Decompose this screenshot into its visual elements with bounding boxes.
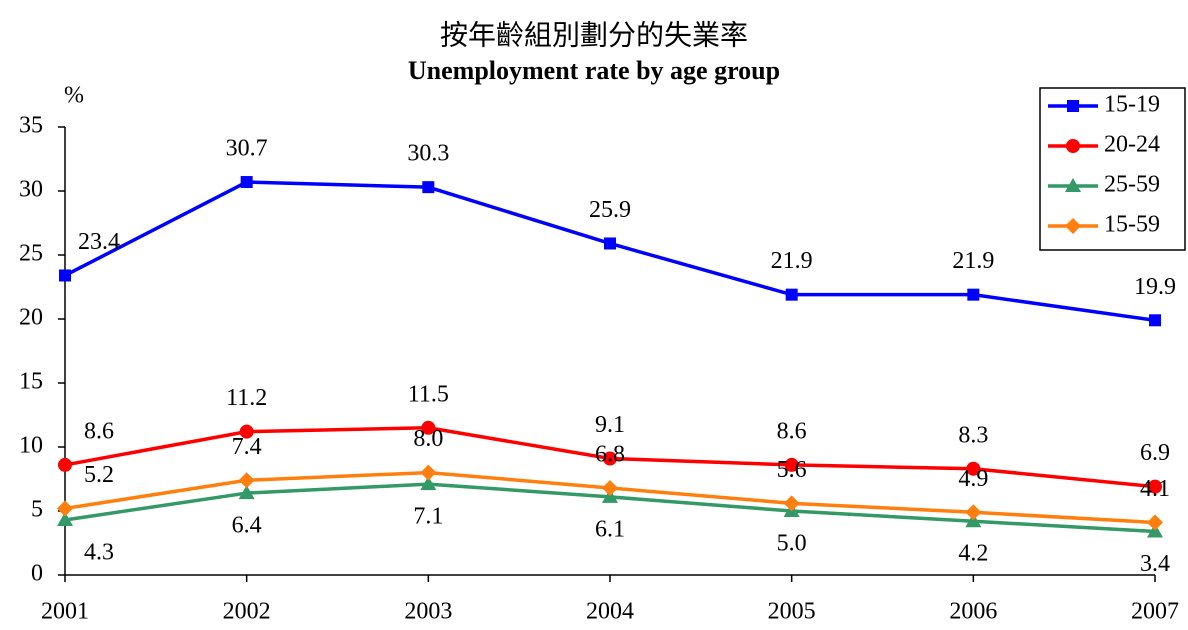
marker: [59, 269, 71, 282]
marker: [1066, 139, 1080, 153]
data-label: 5.2: [84, 462, 114, 488]
x-tick-label: 2006: [949, 599, 997, 625]
data-label: 4.3: [84, 539, 114, 565]
y-tick-label: 25: [19, 241, 43, 267]
x-tick-label: 2004: [586, 599, 634, 625]
marker: [966, 461, 981, 476]
chart-title: 按年齡組別劃分的失業率: [440, 19, 748, 51]
marker: [420, 464, 437, 481]
marker: [1065, 218, 1081, 234]
marker: [238, 472, 255, 489]
data-label: 23.4: [78, 229, 120, 255]
marker: [967, 288, 980, 301]
marker: [1148, 479, 1162, 494]
data-label: 19.9: [1134, 274, 1176, 300]
data-label: 6.9: [1140, 440, 1170, 466]
marker: [965, 504, 982, 521]
legend-label: 15-19: [1104, 92, 1160, 118]
data-label: 8.0: [413, 426, 443, 452]
data-label: 5.0: [777, 531, 807, 557]
marker: [783, 495, 800, 512]
data-label: 25.9: [589, 197, 631, 223]
data-label: 6.1: [595, 516, 625, 542]
x-tick-label: 2005: [768, 599, 816, 625]
marker: [57, 500, 73, 517]
x-tick-label: 2002: [223, 599, 271, 625]
marker: [57, 511, 73, 526]
y-tick-label: 35: [19, 113, 43, 139]
data-label: 8.3: [958, 422, 988, 448]
marker: [420, 476, 437, 491]
y-tick-label: 5: [31, 497, 43, 523]
marker: [785, 288, 798, 301]
y-tick-label: 30: [19, 177, 43, 203]
data-label: 30.7: [226, 136, 268, 162]
data-label: 3.4: [1140, 551, 1170, 577]
marker: [240, 176, 253, 189]
marker: [1067, 100, 1079, 112]
marker: [1149, 314, 1161, 327]
marker: [1065, 178, 1081, 192]
y-tick-label: 0: [31, 561, 43, 587]
data-label: 9.1: [595, 412, 625, 438]
legend-box: [1039, 87, 1186, 251]
marker: [422, 181, 435, 194]
marker: [58, 457, 72, 472]
chart-subtitle: Unemployment rate by age group: [408, 56, 780, 85]
data-label: 30.3: [407, 141, 449, 167]
marker: [1147, 514, 1163, 531]
marker: [602, 479, 618, 496]
data-label: 4.9: [958, 466, 988, 492]
x-tick-label: 2003: [404, 599, 452, 625]
marker: [784, 457, 799, 472]
data-label: 7.1: [413, 504, 443, 530]
y-tick-label: 10: [19, 433, 43, 459]
marker: [239, 424, 254, 439]
data-label: 4.1: [1140, 476, 1170, 502]
data-label: 11.5: [408, 381, 449, 407]
y-tick-label: 20: [19, 305, 43, 331]
data-label: 7.4: [232, 434, 262, 460]
data-label: 8.6: [84, 418, 114, 444]
y-tick-label: 15: [19, 369, 43, 395]
data-label: 11.2: [226, 385, 267, 411]
data-label: 6.8: [595, 441, 625, 467]
y-axis-label: %: [64, 83, 84, 109]
data-label: 4.2: [958, 541, 988, 567]
legend-label: 25-59: [1104, 172, 1160, 198]
x-tick-label: 2007: [1131, 599, 1179, 625]
data-label: 21.9: [771, 248, 813, 274]
data-label: 5.6: [777, 457, 807, 483]
marker: [604, 237, 616, 250]
legend-label: 15-59: [1104, 212, 1160, 238]
legend-label: 20-24: [1104, 132, 1160, 158]
data-label: 21.9: [952, 248, 994, 274]
marker: [238, 485, 255, 500]
data-label: 6.4: [232, 513, 262, 539]
marker: [421, 420, 436, 435]
x-tick-label: 2001: [41, 599, 89, 625]
data-label: 8.6: [777, 418, 807, 444]
marker: [603, 451, 617, 466]
